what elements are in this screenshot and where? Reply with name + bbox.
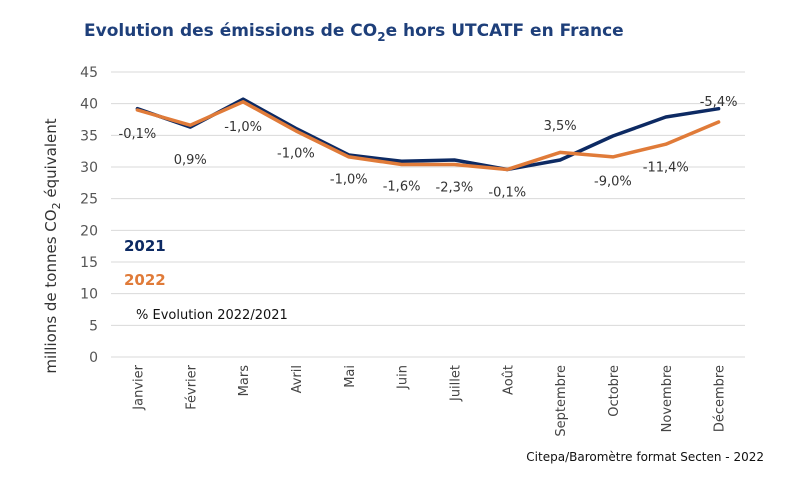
x-tick-label: Décembre xyxy=(713,365,728,432)
evolution-label: -0,1% xyxy=(119,127,157,142)
x-tick-label: Octobre xyxy=(607,365,622,417)
evolution-label: -0,1% xyxy=(488,186,526,201)
evolution-labels: -0,1% 0,9% -1,0% -1,0% -1,0% -1,6% -2,3% -0,1% 3… xyxy=(119,95,738,201)
y-tick-label: 30 xyxy=(80,160,98,176)
legend-2022: 2022 xyxy=(124,271,166,289)
evolution-label: -1,6% xyxy=(383,179,421,194)
y-tick-label: 25 xyxy=(80,192,98,208)
evolution-label: -11,4% xyxy=(643,160,689,175)
grid-lines xyxy=(111,71,745,358)
x-tick-label: Novembre xyxy=(660,365,675,432)
y-axis-label: millions de tonnes CO2 équivalent xyxy=(42,118,63,373)
y-tick-label: 20 xyxy=(80,223,98,239)
evolution-label: -1,0% xyxy=(330,172,368,187)
evolution-label: -2,3% xyxy=(436,181,474,196)
series-line-2022 xyxy=(135,100,721,172)
x-tick-label: Mars xyxy=(237,365,252,397)
evolution-label: -1,0% xyxy=(277,146,315,161)
y-axis-ticks: 0 5 10 15 20 25 30 35 40 45 xyxy=(80,65,98,366)
y-tick-label: 35 xyxy=(80,128,98,144)
source-note: Citepa/Baromètre format Secten - 2022 xyxy=(526,450,764,464)
x-tick-label: Septembre xyxy=(554,365,569,437)
x-tick-label: Janvier xyxy=(131,364,146,410)
evolution-label: 3,5% xyxy=(544,119,577,134)
chart-title: Evolution des émissions de CO2e hors UTC… xyxy=(84,21,624,44)
x-tick-label: Juillet xyxy=(448,365,463,402)
y-tick-label: 40 xyxy=(80,97,98,113)
x-tick-label: Août xyxy=(501,365,516,395)
evolution-label: -1,0% xyxy=(224,120,262,135)
evolution-label: 0,9% xyxy=(174,153,207,168)
y-tick-label: 0 xyxy=(89,350,98,366)
legend-2021: 2021 xyxy=(124,237,166,255)
evolution-label: -5,4% xyxy=(700,95,738,110)
x-tick-label: Juin xyxy=(396,365,411,390)
series-lines xyxy=(135,97,721,172)
x-tick-label: Mai xyxy=(343,365,358,388)
x-tick-label: Février xyxy=(184,364,199,409)
y-tick-label: 5 xyxy=(89,318,98,334)
y-tick-label: 15 xyxy=(80,255,98,271)
evolution-legend: % Evolution 2022/2021 xyxy=(136,308,288,323)
evolution-label: -9,0% xyxy=(594,174,632,189)
y-tick-label: 45 xyxy=(80,65,98,81)
x-tick-label: Avril xyxy=(290,365,305,393)
y-tick-label: 10 xyxy=(80,287,98,303)
x-axis-ticks: Janvier Février Mars Avril Mai Juin Juillet Aoû… xyxy=(131,364,727,436)
